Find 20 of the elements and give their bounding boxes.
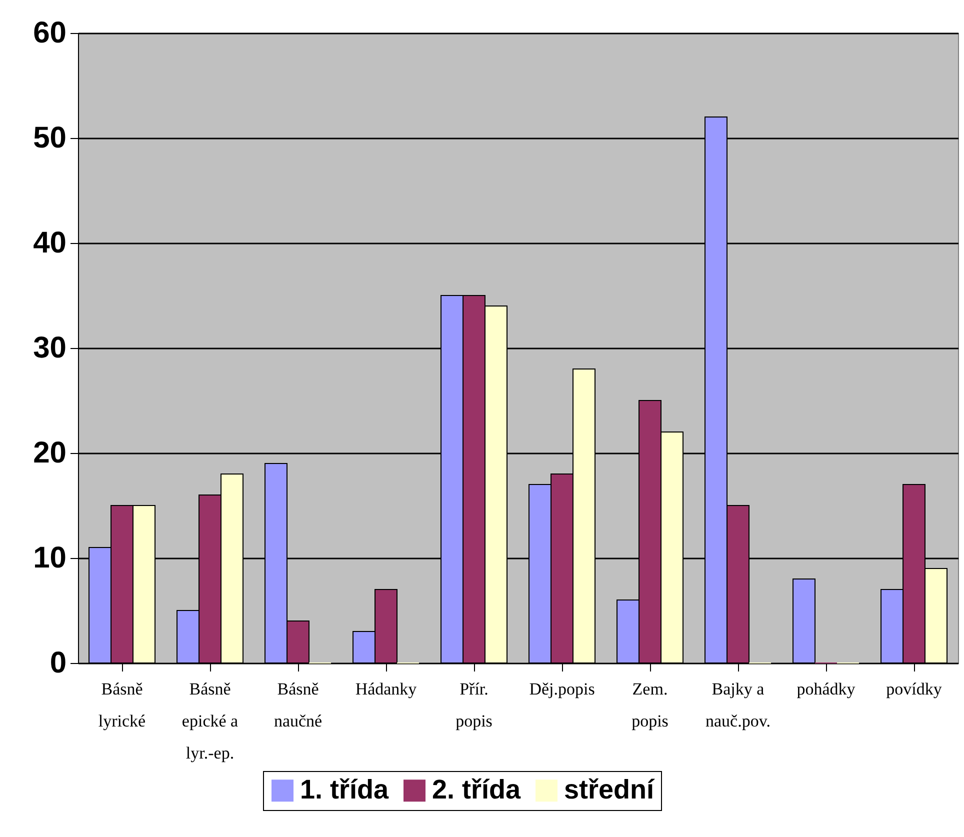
x-tick-label: Básně naučné <box>274 680 322 730</box>
x-tick-label: Přír. popis <box>456 680 492 730</box>
x-tick-label: Hádanky <box>355 680 418 698</box>
x-tick-label: Zem. popis <box>632 680 668 730</box>
x-tick-label: pohádky <box>796 680 856 698</box>
y-tick-label: 20 <box>33 436 66 470</box>
legend-label: 2. třída <box>432 774 522 805</box>
y-tick-label: 30 <box>33 332 66 364</box>
x-tick-label: Básně epické a lyr.-ep. <box>182 680 239 762</box>
x-tick-label: povídky <box>886 680 942 698</box>
x-tick-label: Básně lyrické <box>98 680 146 730</box>
y-tick-label: 50 <box>33 122 66 154</box>
x-tick-label: Děj.popis <box>529 680 595 698</box>
y-tick-label: 60 <box>33 16 66 50</box>
y-tick-label: 10 <box>33 542 66 574</box>
y-tick-label: 0 <box>50 646 66 680</box>
x-tick-label: Bajky a nauč.pov. <box>706 680 770 730</box>
legend-label: střední <box>564 774 656 805</box>
legend-label: 1. třída <box>300 774 390 805</box>
y-tick-label: 40 <box>33 226 66 260</box>
